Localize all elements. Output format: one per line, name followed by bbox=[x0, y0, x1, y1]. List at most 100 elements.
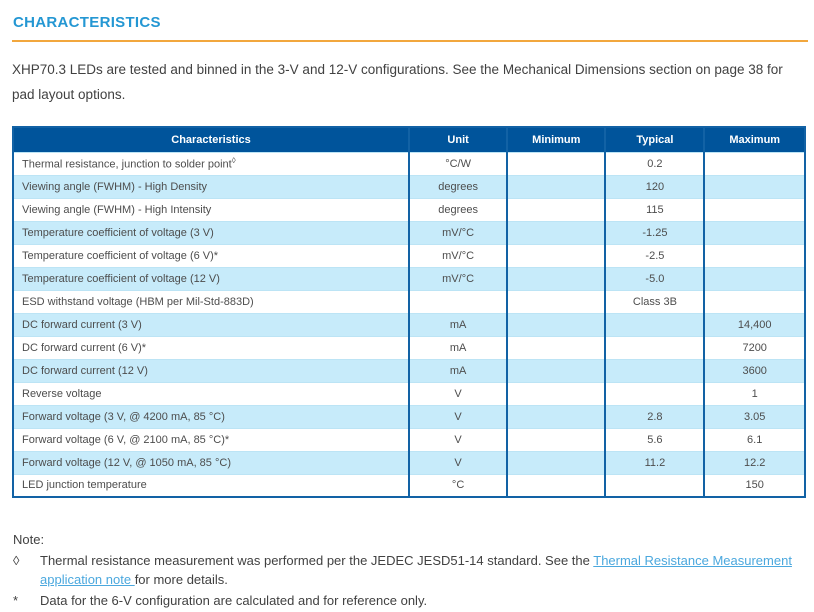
column-header-maximum: Maximum bbox=[703, 127, 806, 152]
maximum-cell: 150 bbox=[703, 473, 806, 498]
characteristic-cell: Thermal resistance, junction to solder p… bbox=[12, 151, 410, 176]
maximum-cell bbox=[703, 289, 806, 314]
table-row: Reverse voltage V 1 bbox=[12, 381, 806, 406]
maximum-cell: 6.1 bbox=[703, 427, 806, 452]
characteristic-cell: Reverse voltage bbox=[12, 381, 410, 406]
maximum-cell: 1 bbox=[703, 381, 806, 406]
note-item-thermal: ◊ Thermal resistance measurement was per… bbox=[12, 551, 808, 589]
table-row: Viewing angle (FWHM) - High Intensity deg… bbox=[12, 197, 806, 222]
minimum-cell bbox=[506, 312, 607, 337]
minimum-cell bbox=[506, 473, 607, 498]
characteristic-cell: DC forward current (6 V)* bbox=[12, 335, 410, 360]
minimum-cell bbox=[506, 266, 607, 291]
table-row: LED junction temperature °C 150 bbox=[12, 473, 806, 498]
table-row: DC forward current (12 V) mA 3600 bbox=[12, 358, 806, 383]
characteristics-table: Characteristics Unit Minimum Typical Max… bbox=[12, 126, 806, 498]
footnote-diamond-marker: ◊ bbox=[231, 156, 236, 166]
thermal-resistance-app-note-link[interactable]: Thermal Resistance Measurement applicati… bbox=[40, 553, 792, 587]
maximum-cell bbox=[703, 220, 806, 245]
minimum-cell bbox=[506, 220, 607, 245]
note-marker-asterisk: * bbox=[13, 593, 19, 608]
table-row: Thermal resistance, junction to solder p… bbox=[12, 151, 806, 176]
unit-cell: V bbox=[407, 427, 509, 452]
minimum-cell bbox=[506, 243, 607, 268]
typical-cell bbox=[604, 473, 706, 498]
characteristic-cell: Viewing angle (FWHM) - High Intensity bbox=[12, 197, 410, 222]
table-row: Temperature coefficient of voltage (12 V… bbox=[12, 266, 806, 291]
typical-cell: 2.8 bbox=[604, 404, 706, 429]
maximum-cell: 3600 bbox=[703, 358, 806, 383]
typical-cell: -5.0 bbox=[604, 266, 706, 291]
typical-cell: 120 bbox=[604, 174, 706, 199]
table-row: Forward voltage (12 V, @ 1050 mA, 85 °C)… bbox=[12, 450, 806, 475]
characteristic-cell: Forward voltage (6 V, @ 2100 mA, 85 °C)* bbox=[12, 427, 410, 452]
maximum-cell bbox=[703, 197, 806, 222]
table-row: DC forward current (3 V) mA 14,400 bbox=[12, 312, 806, 337]
unit-cell bbox=[407, 289, 509, 314]
note-item-6v: * Data for the 6-V configuration are cal… bbox=[12, 591, 808, 610]
section-divider bbox=[12, 40, 808, 42]
column-header-characteristics: Characteristics bbox=[12, 127, 410, 152]
maximum-cell bbox=[703, 174, 806, 199]
table-row: ESD withstand voltage (HBM per Mil-Std-8… bbox=[12, 289, 806, 314]
characteristic-cell: Temperature coefficient of voltage (12 V… bbox=[12, 266, 410, 291]
maximum-cell bbox=[703, 243, 806, 268]
maximum-cell: 12.2 bbox=[703, 450, 806, 475]
unit-cell: mA bbox=[407, 312, 509, 337]
note-text-after-link: for more details. bbox=[134, 572, 228, 587]
typical-cell: 5.6 bbox=[604, 427, 706, 452]
characteristic-cell: Temperature coefficient of voltage (3 V) bbox=[12, 220, 410, 245]
minimum-cell bbox=[506, 335, 607, 360]
minimum-cell bbox=[506, 197, 607, 222]
minimum-cell bbox=[506, 358, 607, 383]
characteristic-cell: LED junction temperature bbox=[12, 473, 410, 498]
note-text-before-link: Thermal resistance measurement was perfo… bbox=[40, 553, 594, 568]
characteristic-cell: ESD withstand voltage (HBM per Mil-Std-8… bbox=[12, 289, 410, 314]
column-header-typical: Typical bbox=[604, 127, 706, 152]
unit-cell: V bbox=[407, 381, 509, 406]
unit-cell: °C bbox=[407, 473, 509, 498]
unit-cell: mV/°C bbox=[407, 243, 509, 268]
page-title: CHARACTERISTICS bbox=[13, 14, 161, 31]
typical-cell bbox=[604, 381, 706, 406]
minimum-cell bbox=[506, 450, 607, 475]
characteristic-cell: Forward voltage (12 V, @ 1050 mA, 85 °C) bbox=[12, 450, 410, 475]
note-text: Data for the 6-V configuration are calcu… bbox=[40, 591, 808, 610]
column-header-unit: Unit bbox=[407, 127, 509, 152]
minimum-cell bbox=[506, 151, 607, 176]
table-row: Forward voltage (6 V, @ 2100 mA, 85 °C)*… bbox=[12, 427, 806, 452]
unit-cell: °C/W bbox=[407, 151, 509, 176]
minimum-cell bbox=[506, 381, 607, 406]
minimum-cell bbox=[506, 427, 607, 452]
typical-cell: 115 bbox=[604, 197, 706, 222]
notes-section: Note: ◊ Thermal resistance measurement w… bbox=[12, 530, 806, 610]
minimum-cell bbox=[506, 174, 607, 199]
table-row: Temperature coefficient of voltage (3 V)… bbox=[12, 220, 806, 245]
maximum-cell bbox=[703, 151, 806, 176]
note-text: Thermal resistance measurement was perfo… bbox=[40, 551, 808, 589]
maximum-cell: 3.05 bbox=[703, 404, 806, 429]
table-row: Forward voltage (3 V, @ 4200 mA, 85 °C) V… bbox=[12, 404, 806, 429]
unit-cell: degrees bbox=[407, 197, 509, 222]
table-header-row: Characteristics Unit Minimum Typical Max… bbox=[12, 127, 806, 152]
unit-cell: mA bbox=[407, 358, 509, 383]
note-marker-diamond: ◊ bbox=[13, 553, 20, 568]
maximum-cell: 7200 bbox=[703, 335, 806, 360]
typical-cell: Class 3B bbox=[604, 289, 706, 314]
characteristic-cell: Forward voltage (3 V, @ 4200 mA, 85 °C) bbox=[12, 404, 410, 429]
maximum-cell: 14,400 bbox=[703, 312, 806, 337]
unit-cell: V bbox=[407, 450, 509, 475]
note-text-before-link: Data for the 6-V configuration are calcu… bbox=[40, 593, 428, 608]
column-header-minimum: Minimum bbox=[506, 127, 607, 152]
typical-cell: 0.2 bbox=[604, 151, 706, 176]
typical-cell: 11.2 bbox=[604, 450, 706, 475]
typical-cell: -1.25 bbox=[604, 220, 706, 245]
intro-paragraph: XHP70.3 LEDs are tested and binned in th… bbox=[12, 62, 783, 102]
typical-cell bbox=[604, 335, 706, 360]
minimum-cell bbox=[506, 404, 607, 429]
unit-cell: mV/°C bbox=[407, 220, 509, 245]
table-row: Viewing angle (FWHM) - High Density degre… bbox=[12, 174, 806, 199]
characteristic-cell: DC forward current (12 V) bbox=[12, 358, 410, 383]
minimum-cell bbox=[506, 289, 607, 314]
